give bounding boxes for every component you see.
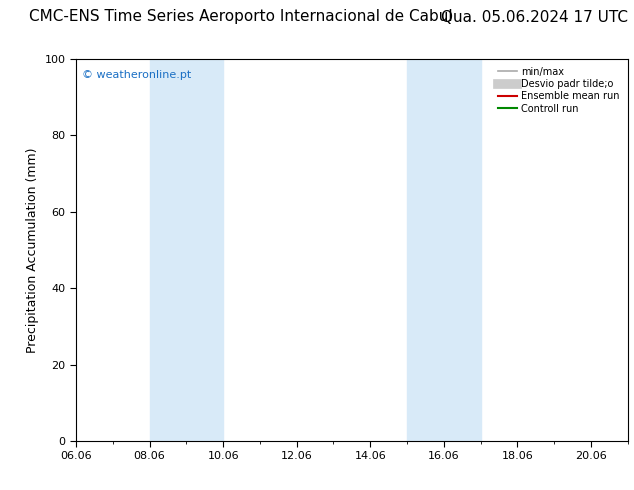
Bar bbox=[150, 59, 223, 441]
Legend: min/max, Desvio padr tilde;o, Ensemble mean run, Controll run: min/max, Desvio padr tilde;o, Ensemble m… bbox=[495, 64, 623, 117]
Y-axis label: Precipitation Accumulation (mm): Precipitation Accumulation (mm) bbox=[26, 147, 39, 353]
Bar bbox=[407, 59, 481, 441]
Text: © weatheronline.pt: © weatheronline.pt bbox=[82, 70, 191, 80]
Text: CMC-ENS Time Series Aeroporto Internacional de Cabul: CMC-ENS Time Series Aeroporto Internacio… bbox=[29, 9, 453, 24]
Text: Qua. 05.06.2024 17 UTC: Qua. 05.06.2024 17 UTC bbox=[441, 9, 628, 24]
